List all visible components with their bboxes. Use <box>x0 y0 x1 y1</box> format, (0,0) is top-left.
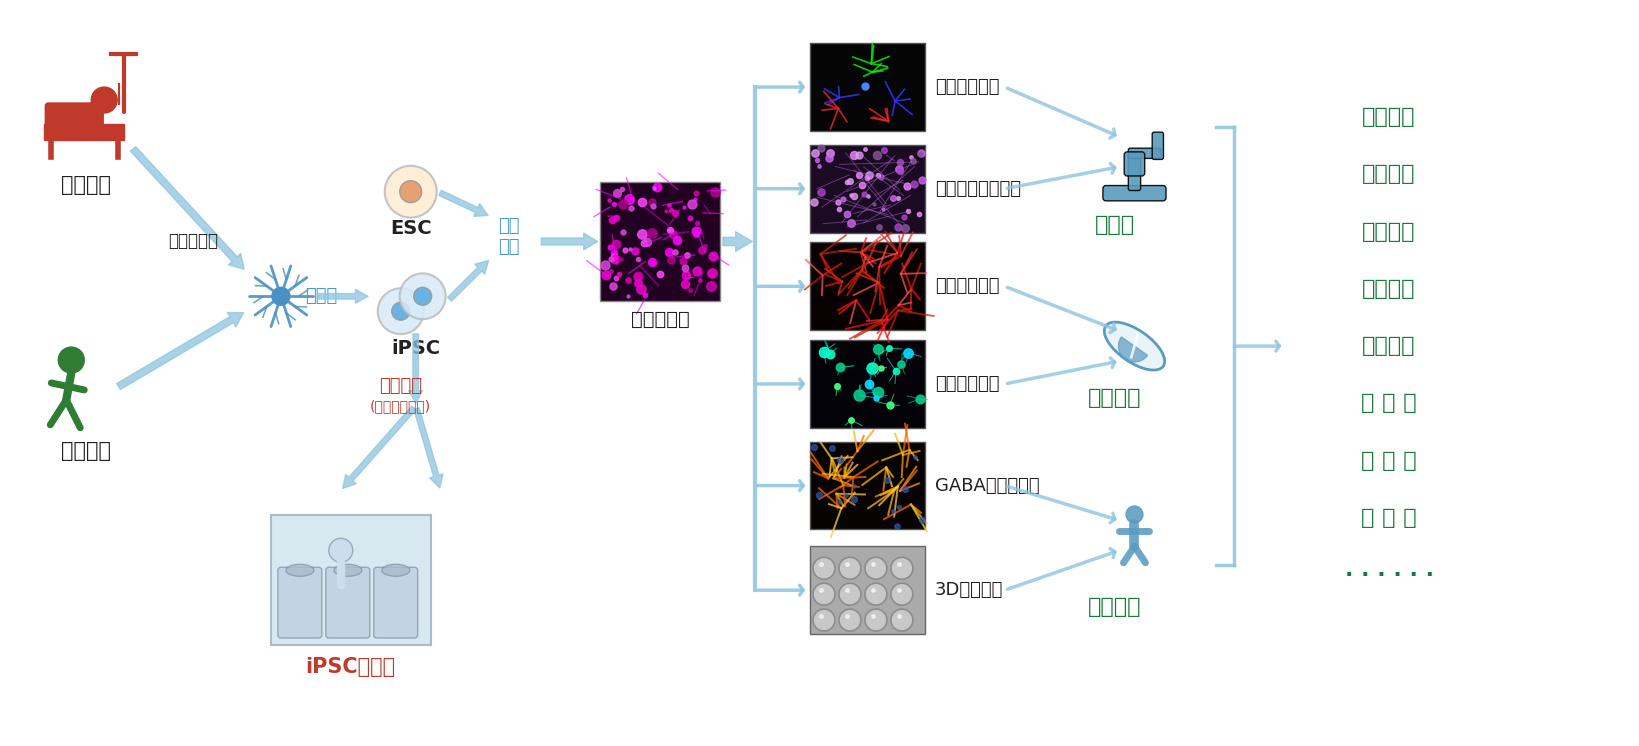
Circle shape <box>839 557 860 579</box>
Text: 重编程: 重编程 <box>305 287 336 305</box>
FancyBboxPatch shape <box>810 242 924 330</box>
FancyBboxPatch shape <box>810 546 924 634</box>
FancyBboxPatch shape <box>326 567 369 638</box>
FancyBboxPatch shape <box>1123 152 1144 176</box>
Circle shape <box>377 288 423 334</box>
Circle shape <box>864 557 887 579</box>
Circle shape <box>864 583 887 605</box>
Text: 诱导
分化: 诱导 分化 <box>498 217 520 256</box>
Wedge shape <box>1118 337 1147 362</box>
Text: 多巴胺能神经细胞: 多巴胺能神经细胞 <box>934 180 1019 198</box>
Text: 神经干细胞: 神经干细胞 <box>631 310 690 329</box>
Text: 大脑神经细胞: 大脑神经细胞 <box>934 78 998 96</box>
Circle shape <box>1126 506 1142 523</box>
Text: 血液或皮肤: 血液或皮肤 <box>167 233 218 251</box>
FancyBboxPatch shape <box>277 567 321 638</box>
FancyBboxPatch shape <box>44 124 125 140</box>
Circle shape <box>890 609 913 631</box>
Text: (修复疾病突变): (修复疾病突变) <box>370 399 431 413</box>
Text: 老年痴呆: 老年痴呆 <box>1362 336 1414 356</box>
Circle shape <box>272 287 290 305</box>
Text: 药物筛选: 药物筛选 <box>1087 388 1141 408</box>
FancyBboxPatch shape <box>810 145 924 233</box>
Text: 运动神经细胞: 运动神经细胞 <box>934 375 998 393</box>
Circle shape <box>890 557 913 579</box>
Text: iPSC: iPSC <box>390 339 439 357</box>
Circle shape <box>813 609 834 631</box>
Text: 疾病人群: 疾病人群 <box>61 175 111 195</box>
FancyBboxPatch shape <box>810 43 924 131</box>
FancyBboxPatch shape <box>1103 186 1165 201</box>
FancyBboxPatch shape <box>600 182 720 301</box>
Circle shape <box>59 347 84 373</box>
Ellipse shape <box>1103 322 1164 370</box>
Text: 细胞治疗: 细胞治疗 <box>1087 597 1141 617</box>
Text: 脑　　瘫: 脑 瘫 <box>1362 222 1414 242</box>
FancyBboxPatch shape <box>270 515 431 645</box>
Text: 渐 冻 症: 渐 冻 症 <box>1360 451 1416 471</box>
Ellipse shape <box>334 564 362 576</box>
Text: 科　研: 科 研 <box>1093 215 1134 234</box>
Text: 帕 金 森: 帕 金 森 <box>1360 393 1416 413</box>
Ellipse shape <box>285 564 313 576</box>
FancyBboxPatch shape <box>810 442 924 530</box>
Circle shape <box>413 287 431 305</box>
FancyBboxPatch shape <box>1152 132 1162 160</box>
Circle shape <box>813 557 834 579</box>
Circle shape <box>329 539 352 562</box>
Text: iPSC细胞库: iPSC细胞库 <box>305 657 395 677</box>
Text: 中　　风: 中 风 <box>1362 107 1414 127</box>
Circle shape <box>400 273 446 319</box>
Circle shape <box>92 87 116 113</box>
FancyBboxPatch shape <box>1128 148 1160 158</box>
Circle shape <box>890 583 913 605</box>
Circle shape <box>839 583 860 605</box>
Circle shape <box>385 166 436 218</box>
Text: 脊髓损伤: 脊髓损伤 <box>1362 279 1414 299</box>
Ellipse shape <box>382 564 410 576</box>
Text: · · · · · ·: · · · · · · <box>1344 565 1432 586</box>
Text: 3D类脑器官: 3D类脑器官 <box>934 581 1003 599</box>
Text: 颅脑损伤: 颅脑损伤 <box>1362 164 1414 184</box>
Circle shape <box>839 609 860 631</box>
Circle shape <box>813 583 834 605</box>
Circle shape <box>392 302 410 320</box>
Text: ESC: ESC <box>390 219 431 238</box>
Circle shape <box>400 181 421 203</box>
FancyBboxPatch shape <box>374 567 418 638</box>
Text: GABA能神经细胞: GABA能神经细胞 <box>934 477 1039 495</box>
Text: 自 闭 症: 自 闭 症 <box>1360 508 1416 528</box>
Text: 星状胶质细胞: 星状胶质细胞 <box>934 278 998 295</box>
FancyBboxPatch shape <box>46 103 103 129</box>
Circle shape <box>864 609 887 631</box>
FancyBboxPatch shape <box>810 340 924 427</box>
Text: 健康人群: 健康人群 <box>61 441 111 461</box>
Text: 基因编辑: 基因编辑 <box>379 377 421 395</box>
FancyBboxPatch shape <box>1128 153 1139 190</box>
